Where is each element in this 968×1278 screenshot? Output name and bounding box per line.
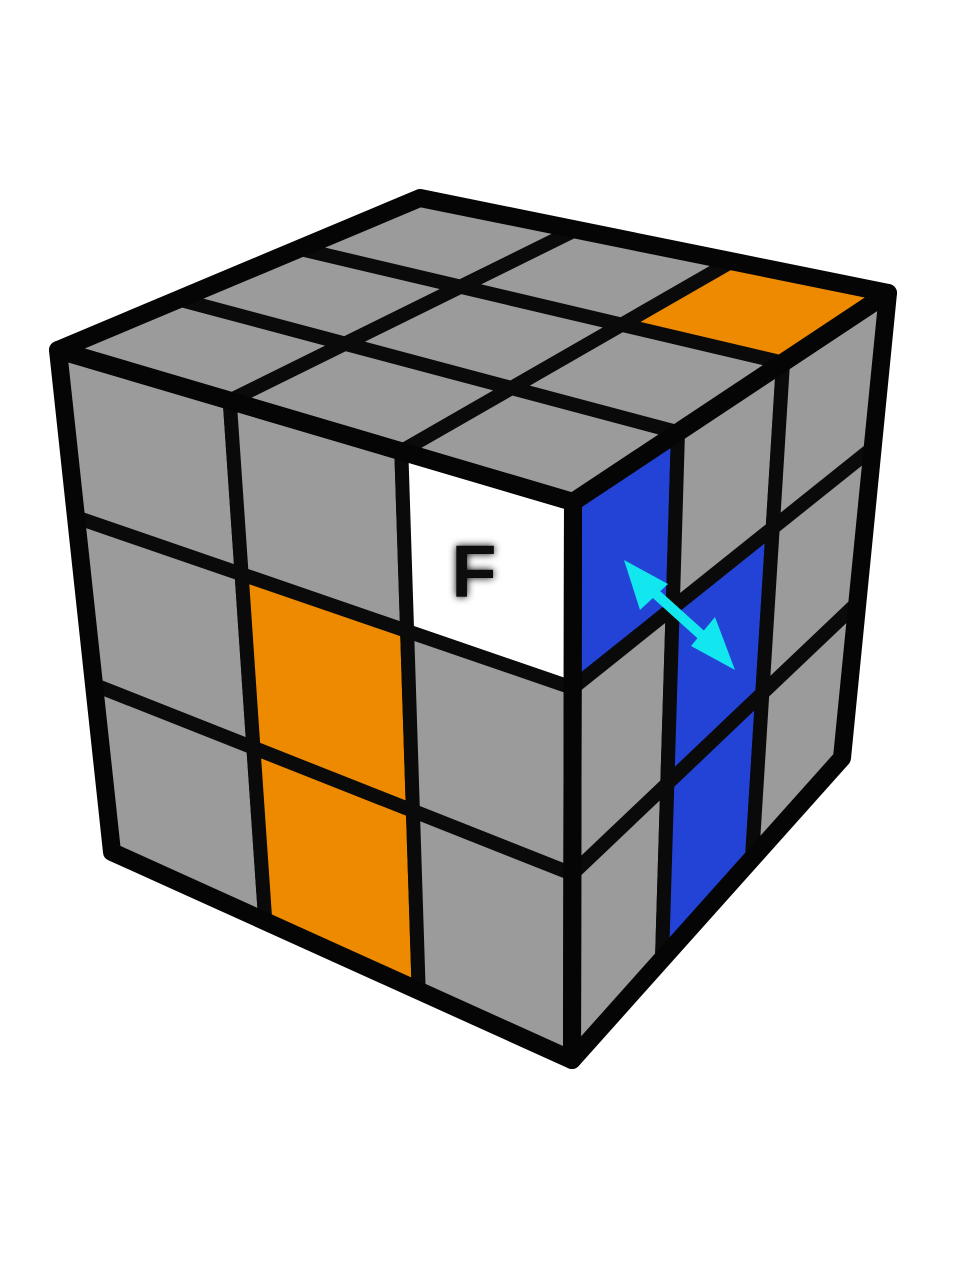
arrow-head-end (691, 617, 735, 670)
front-face (51, 343, 580, 1067)
arrow-head-start (624, 560, 668, 610)
arrow-shaft (643, 582, 712, 645)
right-face-outline (563, 284, 897, 1069)
cube-outline (49, 189, 897, 1069)
swap-arrow (624, 560, 735, 670)
right-face (565, 286, 895, 1067)
face-label-f: F (451, 530, 496, 613)
